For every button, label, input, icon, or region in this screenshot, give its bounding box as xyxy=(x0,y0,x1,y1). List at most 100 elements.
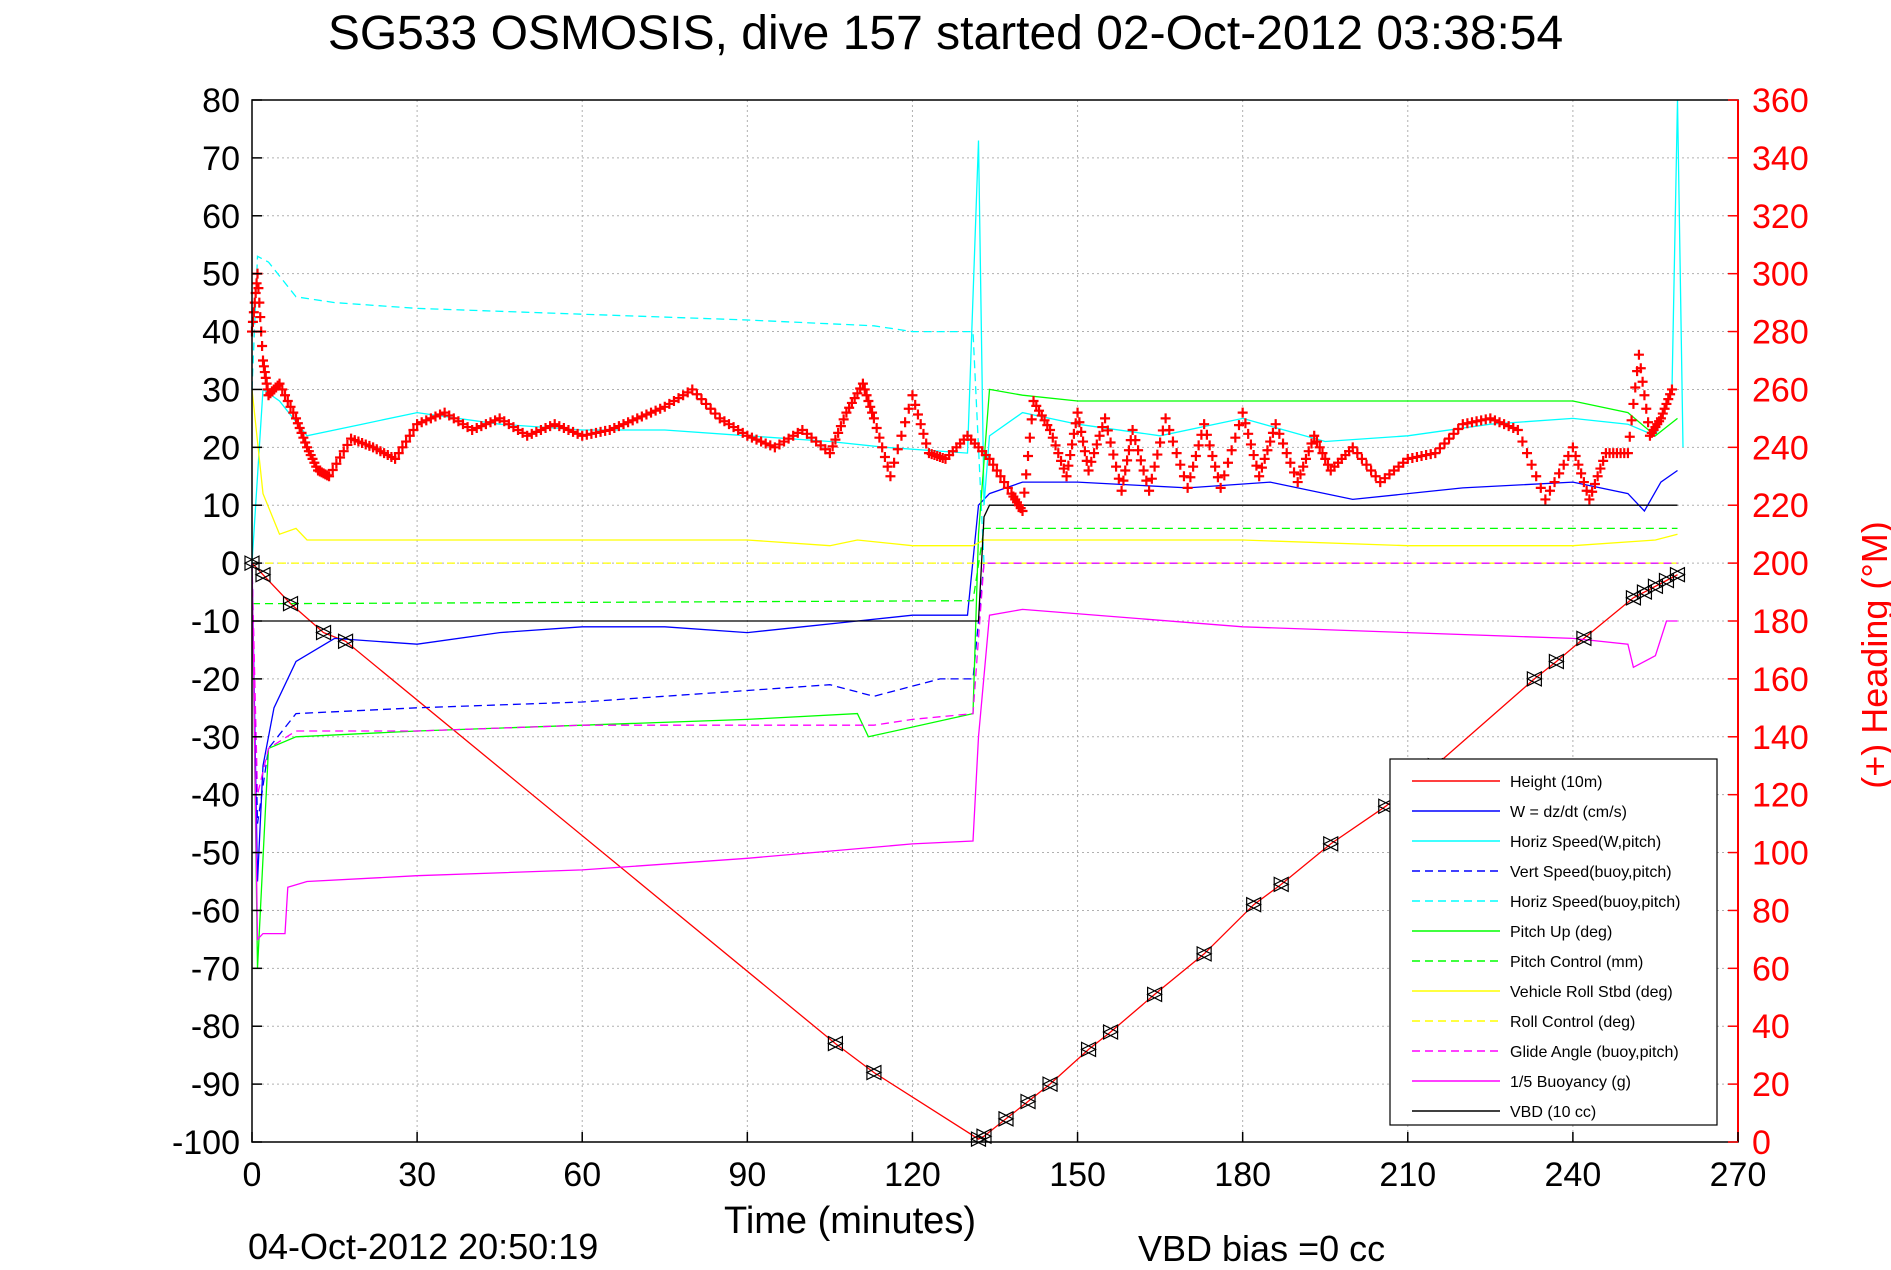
heading-point xyxy=(1240,418,1251,429)
legend-box xyxy=(1389,758,1718,1126)
heading-point xyxy=(691,389,702,400)
heading-point xyxy=(1259,453,1270,464)
heading-point xyxy=(545,421,556,432)
y-tick-label: 70 xyxy=(202,140,240,178)
series-line-1 xyxy=(251,469,1678,882)
y-tick-label: -20 xyxy=(191,661,240,699)
heading-point xyxy=(1522,448,1533,459)
y-right-tick-label: 20 xyxy=(1752,1066,1790,1104)
heading-point xyxy=(416,417,427,428)
heading-point xyxy=(1204,440,1215,451)
y-right-tick-label: 220 xyxy=(1752,487,1809,525)
series-line-5 xyxy=(251,388,1678,969)
heading-point xyxy=(1188,461,1199,472)
heading-point xyxy=(746,432,757,443)
heading-point xyxy=(1444,433,1455,444)
y-right-tick-label: 120 xyxy=(1752,777,1809,815)
heading-point xyxy=(1499,419,1510,430)
heading-point xyxy=(331,458,342,469)
heading-point xyxy=(1086,456,1097,467)
legend-entry: Vert Speed(buoy,pitch) xyxy=(1510,864,1672,881)
heading-point xyxy=(1655,413,1666,424)
heading-point xyxy=(342,439,353,450)
heading-point xyxy=(1079,446,1090,457)
heading-point xyxy=(838,414,849,425)
heading-point xyxy=(984,453,995,464)
heading-point xyxy=(558,423,569,434)
height-marker xyxy=(827,1035,844,1052)
heading-point xyxy=(1078,436,1089,447)
heading-point xyxy=(1637,376,1648,387)
series-line-3 xyxy=(251,562,1678,824)
heading-point xyxy=(859,384,870,395)
heading-point xyxy=(1245,439,1256,450)
heading-point xyxy=(896,430,907,441)
heading-point xyxy=(1094,430,1105,441)
height-marker xyxy=(865,1064,883,1081)
heading-point xyxy=(1270,419,1281,430)
x-tick-label: 180 xyxy=(1214,1156,1271,1194)
heading-point xyxy=(335,452,346,463)
y-right-tick-label: 340 xyxy=(1752,140,1809,178)
y-right-tick-label: 200 xyxy=(1752,545,1809,583)
y-tick-label: 30 xyxy=(202,371,240,409)
heading-point xyxy=(1135,455,1146,466)
right-y-axis-label: (+) Heading (°M) xyxy=(1854,521,1891,789)
vbd-bias-label: VBD bias =0 cc xyxy=(1138,1228,1386,1269)
x-tick-label: 270 xyxy=(1710,1156,1767,1194)
heading-point xyxy=(526,428,537,439)
heading-point xyxy=(1494,417,1505,428)
height-marker xyxy=(1019,1093,1037,1110)
series-line-4 xyxy=(251,255,1678,564)
height-marker xyxy=(1526,670,1543,687)
heading-point xyxy=(1130,435,1141,446)
heading-point xyxy=(882,461,893,472)
heading-point xyxy=(1622,448,1633,459)
heading-point xyxy=(1111,461,1122,472)
heading-point xyxy=(1047,432,1058,443)
series-line-6 xyxy=(252,527,1678,605)
heading-point xyxy=(471,423,482,434)
heading-point xyxy=(1248,450,1259,461)
heading-point xyxy=(1251,460,1262,471)
heading-point xyxy=(1190,451,1201,462)
heading-point xyxy=(1274,428,1285,439)
y-right-tick-label: 280 xyxy=(1752,314,1809,352)
heading-point xyxy=(609,423,620,434)
heading-point xyxy=(280,390,291,401)
height-marker xyxy=(975,1128,993,1145)
height-marker xyxy=(1245,896,1263,913)
heading-point xyxy=(1361,459,1372,470)
heading-point xyxy=(1624,431,1635,442)
heading-point xyxy=(1549,477,1560,488)
heading-point xyxy=(1630,382,1641,393)
y-right-tick-label: 0 xyxy=(1752,1124,1771,1162)
heading-point xyxy=(274,378,285,389)
heading-point xyxy=(1567,442,1578,453)
height-marker xyxy=(1041,1076,1059,1093)
y-tick-label: -60 xyxy=(191,892,240,930)
heading-point xyxy=(756,436,767,447)
heading-point xyxy=(865,401,876,412)
heading-point xyxy=(921,438,932,449)
x-tick-label: 60 xyxy=(563,1156,601,1194)
y-tick-label: -40 xyxy=(191,777,240,815)
heading-point xyxy=(1254,471,1265,482)
heading-point xyxy=(1592,471,1603,482)
series-layer xyxy=(247,99,1684,1140)
heading-point xyxy=(1311,436,1322,447)
y-right-tick-label: 60 xyxy=(1752,950,1790,988)
y-right-tick-label: 260 xyxy=(1752,371,1809,409)
heading-point xyxy=(995,471,1006,482)
heading-point xyxy=(641,409,652,420)
heading-point xyxy=(430,411,441,422)
y-right-tick-label: 300 xyxy=(1752,256,1809,294)
heading-point xyxy=(1666,384,1677,395)
heading-point xyxy=(390,453,401,464)
heading-point xyxy=(1544,485,1555,496)
y-right-tick-label: 240 xyxy=(1752,429,1809,467)
heading-point xyxy=(1138,465,1149,476)
heading-point xyxy=(1289,467,1300,478)
heading-point xyxy=(1219,470,1230,481)
heading-point xyxy=(1155,437,1166,448)
